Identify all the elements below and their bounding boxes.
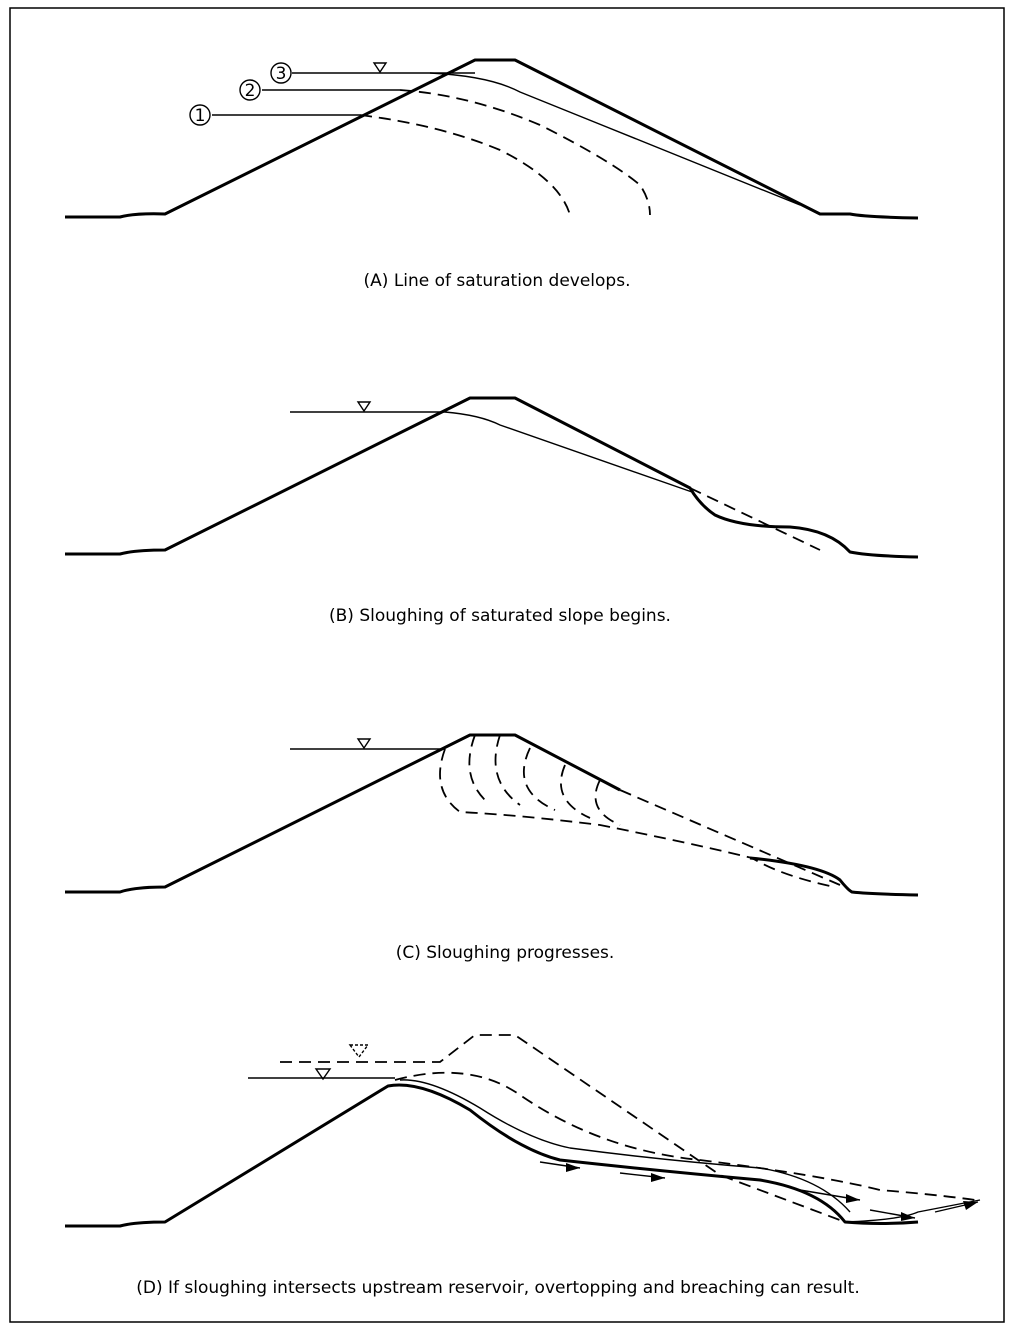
dam-profile bbox=[65, 1085, 918, 1226]
panel-a: 1 2 3 (A) Line of saturation develops. bbox=[65, 60, 918, 291]
marker-label: 2 bbox=[245, 81, 256, 101]
dam-profile bbox=[65, 60, 918, 218]
water-marker bbox=[358, 402, 370, 411]
shape bbox=[566, 1163, 580, 1172]
water-marker bbox=[358, 739, 370, 748]
diagram: 1 2 3 (A) Line of saturation develops. (… bbox=[0, 0, 1014, 1330]
marker-label: 1 bbox=[195, 106, 206, 126]
panel-c: (C) Sloughing progresses. bbox=[65, 735, 918, 963]
shape bbox=[846, 1194, 860, 1203]
panel-b: (B) Sloughing of saturated slope begins. bbox=[65, 398, 918, 626]
original-slope bbox=[620, 790, 840, 885]
slide-surface bbox=[440, 749, 830, 886]
original-water-marker bbox=[350, 1045, 368, 1057]
frame bbox=[10, 8, 1004, 1322]
shape bbox=[651, 1173, 665, 1182]
marker-label: 3 bbox=[276, 64, 287, 84]
saturation-line-1 bbox=[360, 115, 570, 215]
flow-arrows bbox=[540, 1162, 978, 1221]
original-slope bbox=[690, 488, 820, 550]
dam-profile bbox=[65, 735, 620, 892]
slide-arc bbox=[469, 735, 485, 800]
water-marker bbox=[374, 63, 386, 72]
slide-arc bbox=[524, 748, 555, 810]
toe-slump bbox=[750, 858, 918, 895]
panel-d: (D) If sloughing intersects upstream res… bbox=[65, 1035, 980, 1298]
caption: (C) Sloughing progresses. bbox=[396, 943, 615, 963]
original-saturation bbox=[395, 1073, 975, 1200]
caption: (D) If sloughing intersects upstream res… bbox=[136, 1278, 859, 1298]
caption: (A) Line of saturation develops. bbox=[364, 271, 631, 291]
original-profile bbox=[280, 1035, 845, 1222]
breach-channel bbox=[845, 1200, 980, 1222]
slide-arc bbox=[496, 735, 521, 805]
caption: (B) Sloughing of saturated slope begins. bbox=[329, 606, 671, 626]
shape bbox=[963, 1201, 978, 1210]
saturation-line-3 bbox=[430, 73, 800, 205]
